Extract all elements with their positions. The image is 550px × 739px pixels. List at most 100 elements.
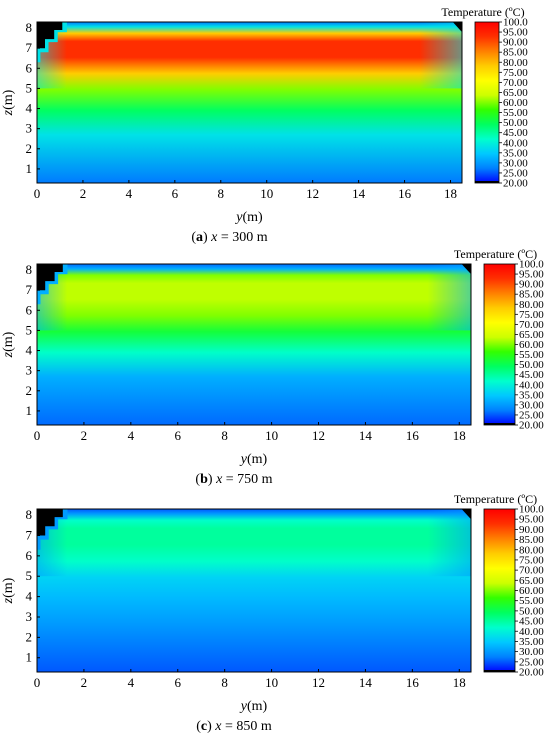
colorbar-tick-label: 80.00 xyxy=(519,299,544,311)
y-tick-label: 4 xyxy=(26,589,33,604)
caption-rest: = 300 m xyxy=(217,230,267,245)
colorbar-tick-label: 20.00 xyxy=(519,420,544,432)
panel-caption: (a) x = 300 m xyxy=(191,230,267,245)
x-tick-label: 18 xyxy=(453,428,466,443)
colorbar-tick-label: 35.00 xyxy=(519,636,544,648)
colorbar-tick-label: 25.00 xyxy=(519,409,544,421)
x-axis-unit: (m) xyxy=(243,210,264,225)
x-tick-label: 14 xyxy=(359,675,373,690)
x-tick-label: 14 xyxy=(359,428,373,443)
colorbar-tick-label: 20.00 xyxy=(519,667,544,679)
caption-letter: a xyxy=(196,230,203,245)
edge-cooling-overlay xyxy=(37,22,462,89)
y-axis-var: z xyxy=(1,351,16,358)
x-tick-label: 6 xyxy=(175,675,182,690)
y-tick-label: 8 xyxy=(26,262,33,277)
x-axis-unit: (m) xyxy=(247,699,268,714)
colorbar-tick-label: 65.00 xyxy=(503,87,528,99)
caption-close: ) xyxy=(207,719,215,734)
corner-void xyxy=(37,509,63,536)
x-axis-unit: (m) xyxy=(247,452,268,467)
x-tick-label: 4 xyxy=(128,428,135,443)
x-tick-label: 12 xyxy=(312,675,325,690)
colorbar-tick-label: 50.00 xyxy=(519,359,544,371)
y-tick-label: 7 xyxy=(26,40,33,55)
colorbar-tick-label: 85.00 xyxy=(519,289,544,301)
plot-frame xyxy=(36,21,463,184)
colorbar-tick-label: 45.00 xyxy=(519,369,544,381)
x-axis-var: y xyxy=(239,452,248,467)
x-axis-var: y xyxy=(234,210,243,225)
colorbar-tick-label: 45.00 xyxy=(519,616,544,628)
x-tick-label: 16 xyxy=(398,186,412,201)
y-tick-label: 6 xyxy=(26,548,33,563)
colorbar-tick-label: 85.00 xyxy=(519,534,544,546)
y-tick-label: 8 xyxy=(26,507,33,522)
caption-close: ) xyxy=(203,230,211,245)
colorbar-tick-label: 30.00 xyxy=(519,399,544,411)
y-tick-label: 5 xyxy=(26,568,33,583)
x-tick-label: 6 xyxy=(172,186,179,201)
y-axis-unit: (m) xyxy=(1,577,16,598)
x-tick-label: 18 xyxy=(453,675,466,690)
colorbar-tick-label: 65.00 xyxy=(519,329,544,341)
colorbar-tick-label: 20.00 xyxy=(503,178,528,190)
y-tick-label: 1 xyxy=(26,403,33,418)
y-tick-label: 6 xyxy=(26,60,33,75)
y-tick-label: 1 xyxy=(26,650,33,665)
y-axis-label: z(m) xyxy=(1,89,16,116)
colorbar-title: Temperature (ºC) xyxy=(454,247,537,261)
colorbar-tick-label: 80.00 xyxy=(503,57,528,69)
y-axis-unit: (m) xyxy=(1,331,16,352)
x-tick-label: 6 xyxy=(175,428,182,443)
x-tick-label: 4 xyxy=(128,675,135,690)
y-tick-label: 8 xyxy=(26,20,33,35)
caption-rest: = 750 m xyxy=(222,472,272,487)
edge-cooling-overlay xyxy=(37,264,471,331)
y-tick-label: 3 xyxy=(26,121,33,136)
colorbar-tick-label: 80.00 xyxy=(519,544,544,556)
panel-caption: (b) x = 750 m xyxy=(195,472,272,487)
caption-open: ( xyxy=(191,230,196,245)
caption-open: ( xyxy=(195,472,200,487)
colorbar-tick-label: 95.00 xyxy=(503,27,528,39)
caption-open: ( xyxy=(196,719,201,734)
colorbar-tick-label: 95.00 xyxy=(519,514,544,526)
colorbar-tick-label: 75.00 xyxy=(519,309,544,321)
panel-caption: (c) x = 850 m xyxy=(196,719,272,734)
caption-close: ) xyxy=(208,472,216,487)
caption-var: x xyxy=(215,472,223,487)
y-tick-label: 1 xyxy=(26,161,33,176)
y-tick-label: 3 xyxy=(26,363,33,378)
y-tick-label: 5 xyxy=(26,322,33,337)
x-tick-label: 10 xyxy=(260,186,273,201)
x-tick-label: 18 xyxy=(444,186,457,201)
colorbar-tick-label: 30.00 xyxy=(503,157,528,169)
x-axis-label: y(m) xyxy=(239,452,268,467)
colorbar-tick-label: 55.00 xyxy=(519,349,544,361)
colorbar-tick-label: 90.00 xyxy=(503,37,528,49)
y-tick-label: 2 xyxy=(26,141,33,156)
colorbar-tick-label: 70.00 xyxy=(503,77,528,89)
colorbar-floor xyxy=(484,670,515,672)
y-tick-label: 7 xyxy=(26,282,33,297)
x-tick-label: 2 xyxy=(80,186,87,201)
colorbar-tick-label: 70.00 xyxy=(519,319,544,331)
plot-frame xyxy=(36,508,472,673)
colorbar-tick-label: 25.00 xyxy=(519,656,544,668)
y-tick-label: 4 xyxy=(26,343,33,358)
x-tick-label: 12 xyxy=(306,186,319,201)
y-axis-var: z xyxy=(1,597,16,604)
colorbar-tick-label: 35.00 xyxy=(503,147,528,159)
y-tick-label: 7 xyxy=(26,527,33,542)
colorbar-tick-label: 100.0 xyxy=(519,259,544,271)
x-axis-label: y(m) xyxy=(234,210,263,225)
plot-frame xyxy=(36,263,472,426)
colorbar-tick-label: 100.0 xyxy=(503,17,528,29)
caption-var: x xyxy=(214,719,222,734)
y-tick-label: 6 xyxy=(26,302,33,317)
caption-letter: c xyxy=(201,719,207,734)
